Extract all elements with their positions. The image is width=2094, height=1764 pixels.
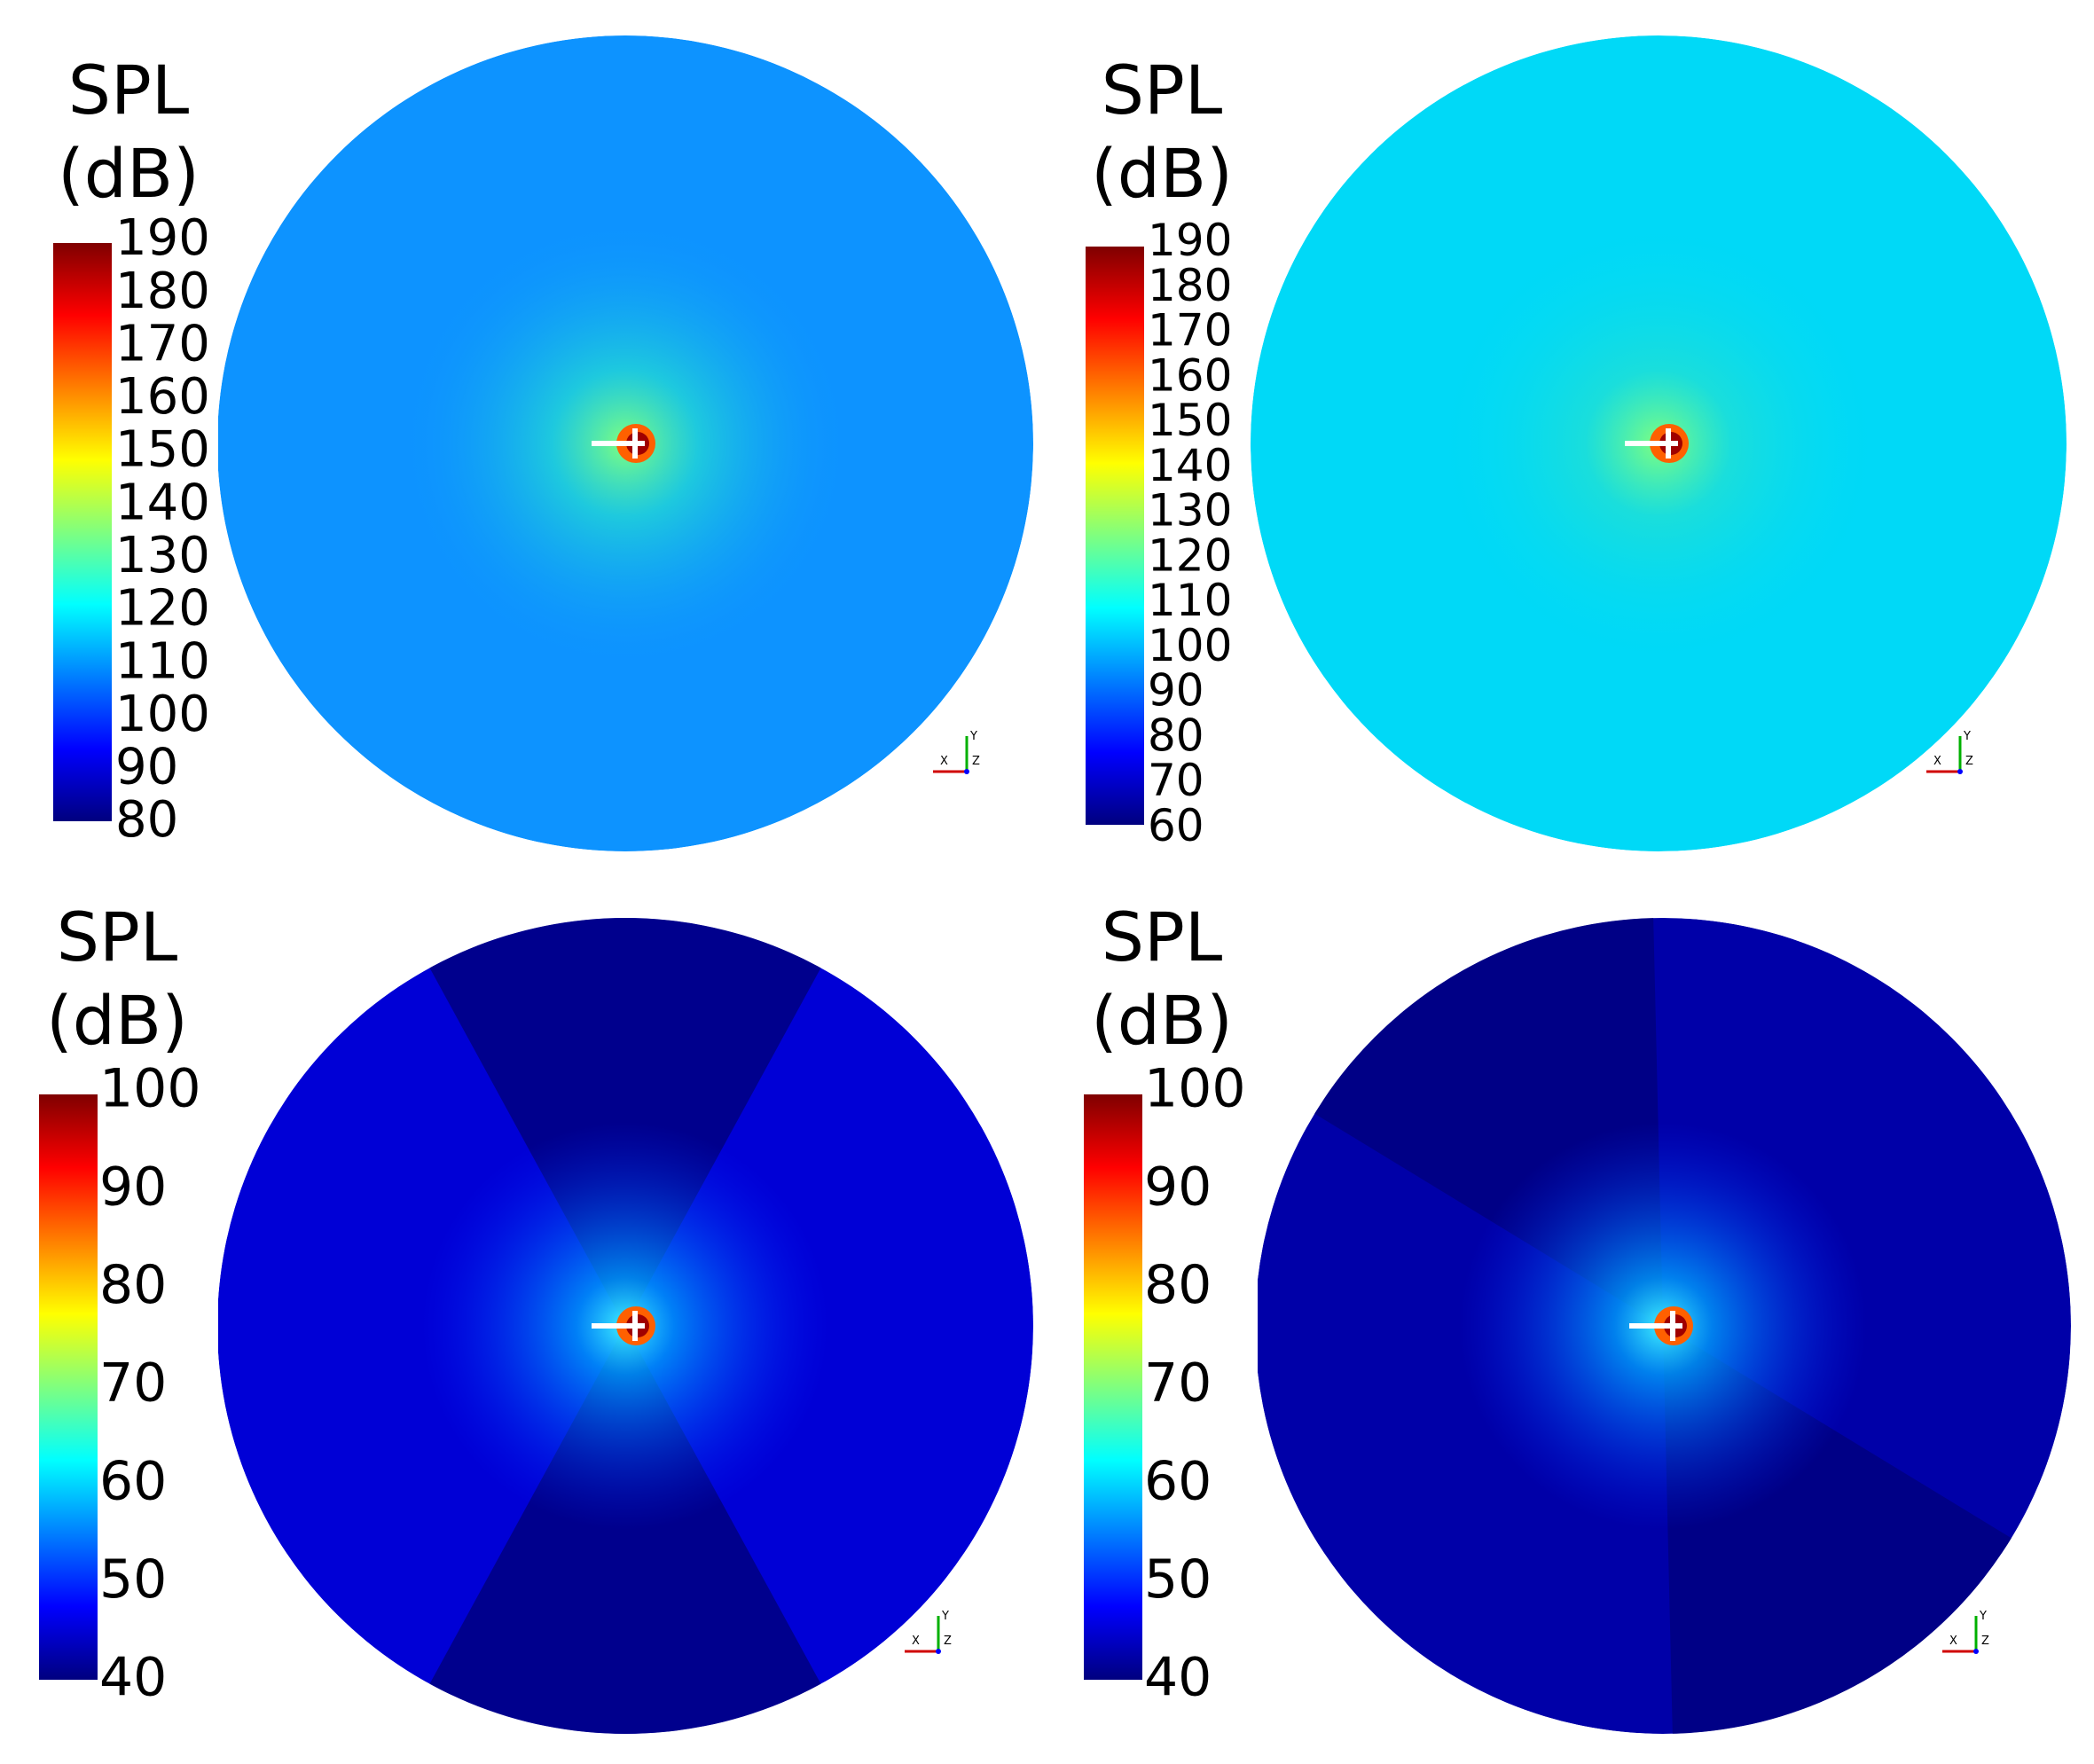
legend-title-line1: SPL xyxy=(1102,898,1222,976)
colorbar-tick-label: 80 xyxy=(99,1254,167,1316)
colorbar-tick-label: 50 xyxy=(99,1548,167,1611)
aircraft-fuselage xyxy=(592,441,645,446)
axes-triad: Y X Z xyxy=(933,730,980,774)
colorbar-tick-label: 70 xyxy=(1144,1352,1212,1415)
colorbar-tick-label: 160 xyxy=(1148,349,1232,401)
legend-title-line2: (dB) xyxy=(46,981,188,1060)
colorbar-tick-label: 60 xyxy=(99,1450,167,1512)
colorbar-tick-label: 70 xyxy=(99,1352,167,1415)
colorbar-tick-label: 100 xyxy=(99,1058,201,1120)
triad-label: X xyxy=(940,755,948,768)
triad-label: X xyxy=(1949,1635,1957,1648)
triad-label: Z xyxy=(944,1635,952,1648)
aircraft-rotor xyxy=(632,1311,638,1341)
colorbar-tick-label: 40 xyxy=(99,1647,167,1709)
colorbar-tick-label: 140 xyxy=(115,474,210,531)
triad-label: X xyxy=(912,1635,920,1648)
colorbar-tick-label: 100 xyxy=(1144,1058,1246,1120)
colorbar-tick-label: 90 xyxy=(99,1156,167,1218)
panel-4: SPL (dB) 100 90 80 70 60 50 40 Y X Z xyxy=(1084,898,2071,1734)
colorbar xyxy=(1086,247,1144,825)
axes-triad: Y X Z xyxy=(1942,1610,1989,1654)
colorbar-tick-label: 180 xyxy=(1148,260,1232,311)
colorbar-tick-label: 150 xyxy=(115,421,210,479)
colorbar-tick-label: 130 xyxy=(115,527,210,584)
triad-label: Z xyxy=(972,755,980,768)
colorbar xyxy=(39,1094,98,1680)
colorbar-tick-label: 80 xyxy=(115,791,178,849)
colorbar-tick-label: 180 xyxy=(115,263,210,320)
panel-2: SPL (dB) 1901801701601501401301201101009… xyxy=(1086,35,2067,851)
legend-title-line1: SPL xyxy=(57,898,177,976)
colorbar-tick-label: 170 xyxy=(115,315,210,372)
legend-title-line2: (dB) xyxy=(1091,981,1233,1060)
z-axis-dot xyxy=(1973,1649,1979,1654)
spl-field xyxy=(1251,35,2067,851)
triad-label: Y xyxy=(1963,730,1971,743)
colorbar-tick-label: 50 xyxy=(1144,1548,1212,1611)
colorbar-tick-label: 60 xyxy=(1148,800,1204,851)
aircraft-fuselage xyxy=(1629,1323,1682,1329)
aircraft-rotor xyxy=(1666,428,1671,459)
legend-title-line1: SPL xyxy=(1102,51,1222,129)
spl-field xyxy=(1258,918,2071,1734)
colorbar-tick-label: 160 xyxy=(115,368,210,426)
axes-triad: Y X Z xyxy=(1926,730,1973,774)
aircraft-fuselage xyxy=(1625,441,1678,446)
colorbar-tick-label: 90 xyxy=(1144,1156,1212,1218)
colorbar-tick-label: 90 xyxy=(1148,665,1204,717)
colorbar-tick-label: 80 xyxy=(1144,1254,1212,1316)
colorbar-tick-label: 120 xyxy=(1148,529,1232,581)
legend-title-line1: SPL xyxy=(68,51,189,129)
triad-label: Z xyxy=(1965,755,1973,768)
colorbar-tick-label: 110 xyxy=(115,632,210,690)
colorbar-tick-label: 80 xyxy=(1148,710,1204,761)
colorbar-ticks: 100 90 80 70 60 50 40 xyxy=(1144,1058,1246,1709)
axes-triad: Y X Z xyxy=(905,1610,952,1654)
colorbar-tick-label: 190 xyxy=(115,209,210,267)
z-axis-dot xyxy=(936,1649,941,1654)
colorbar-tick-label: 140 xyxy=(1148,440,1232,491)
colorbar-tick-label: 150 xyxy=(1148,395,1232,446)
colorbar-tick-label: 70 xyxy=(1148,755,1204,806)
legend-title-line2: (dB) xyxy=(58,134,200,213)
colorbar-tick-label: 130 xyxy=(1148,485,1232,537)
spl-field xyxy=(218,918,1033,1734)
colorbar-tick-label: 90 xyxy=(115,739,178,796)
aircraft-fuselage xyxy=(592,1323,645,1329)
colorbar xyxy=(1084,1094,1142,1680)
colorbar-tick-label: 40 xyxy=(1144,1647,1212,1709)
triad-label: Z xyxy=(1981,1635,1989,1648)
colorbar-tick-label: 120 xyxy=(115,580,210,638)
triad-label: X xyxy=(1933,755,1941,768)
colorbar-tick-label: 60 xyxy=(1144,1450,1212,1512)
colorbar-tick-label: 190 xyxy=(1148,215,1232,266)
colorbar-ticks: 100 90 80 70 60 50 40 xyxy=(99,1058,201,1709)
panel-1: SPL (dB) 1901801701601501401301201101009… xyxy=(53,35,1033,851)
panel-3: SPL (dB) 100 90 80 70 60 50 40 Y X Z xyxy=(39,898,1033,1734)
triad-label: Y xyxy=(969,730,977,743)
z-axis-dot xyxy=(964,769,969,774)
spl-field xyxy=(218,35,1033,851)
triad-label: Y xyxy=(941,1610,949,1623)
legend-title-line2: (dB) xyxy=(1091,134,1233,213)
triad-label: Y xyxy=(1979,1610,1987,1623)
colorbar-tick-label: 110 xyxy=(1148,575,1232,626)
aircraft-rotor xyxy=(632,428,638,459)
colorbar-tick-label: 100 xyxy=(1148,620,1232,671)
z-axis-dot xyxy=(1957,769,1963,774)
colorbar-tick-label: 100 xyxy=(115,686,210,743)
aircraft-rotor xyxy=(1670,1311,1675,1341)
colorbar xyxy=(53,243,112,821)
colorbar-tick-label: 170 xyxy=(1148,305,1232,357)
